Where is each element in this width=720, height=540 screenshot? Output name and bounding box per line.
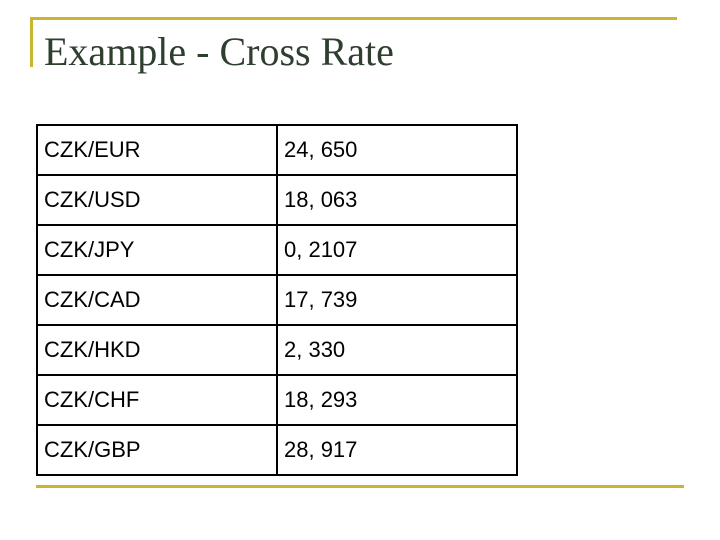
rate-value-cell: 28, 917	[276, 424, 518, 476]
currency-pair-cell: CZK/EUR	[36, 124, 278, 176]
table-row: CZK/CHF 18, 293	[36, 374, 518, 426]
accent-line-left	[30, 17, 33, 67]
rate-value-cell: 18, 063	[276, 174, 518, 226]
rate-value-cell: 17, 739	[276, 274, 518, 326]
table-row: CZK/HKD 2, 330	[36, 324, 518, 376]
accent-line-top	[30, 17, 677, 20]
table-row: CZK/EUR 24, 650	[36, 124, 518, 176]
accent-line-bottom	[36, 485, 684, 488]
table-row: CZK/USD 18, 063	[36, 174, 518, 226]
currency-pair-cell: CZK/HKD	[36, 324, 278, 376]
page-title: Example - Cross Rate	[44, 29, 394, 74]
rate-value-cell: 18, 293	[276, 374, 518, 426]
currency-pair-cell: CZK/USD	[36, 174, 278, 226]
table-row: CZK/GBP 28, 917	[36, 424, 518, 476]
table-row: CZK/CAD 17, 739	[36, 274, 518, 326]
currency-pair-cell: CZK/JPY	[36, 224, 278, 276]
rate-value-cell: 2, 330	[276, 324, 518, 376]
currency-pair-cell: CZK/CHF	[36, 374, 278, 426]
rate-value-cell: 24, 650	[276, 124, 518, 176]
currency-pair-cell: CZK/GBP	[36, 424, 278, 476]
cross-rate-table: CZK/EUR 24, 650 CZK/USD 18, 063 CZK/JPY …	[36, 124, 518, 476]
table-row: CZK/JPY 0, 2107	[36, 224, 518, 276]
rate-value-cell: 0, 2107	[276, 224, 518, 276]
currency-pair-cell: CZK/CAD	[36, 274, 278, 326]
